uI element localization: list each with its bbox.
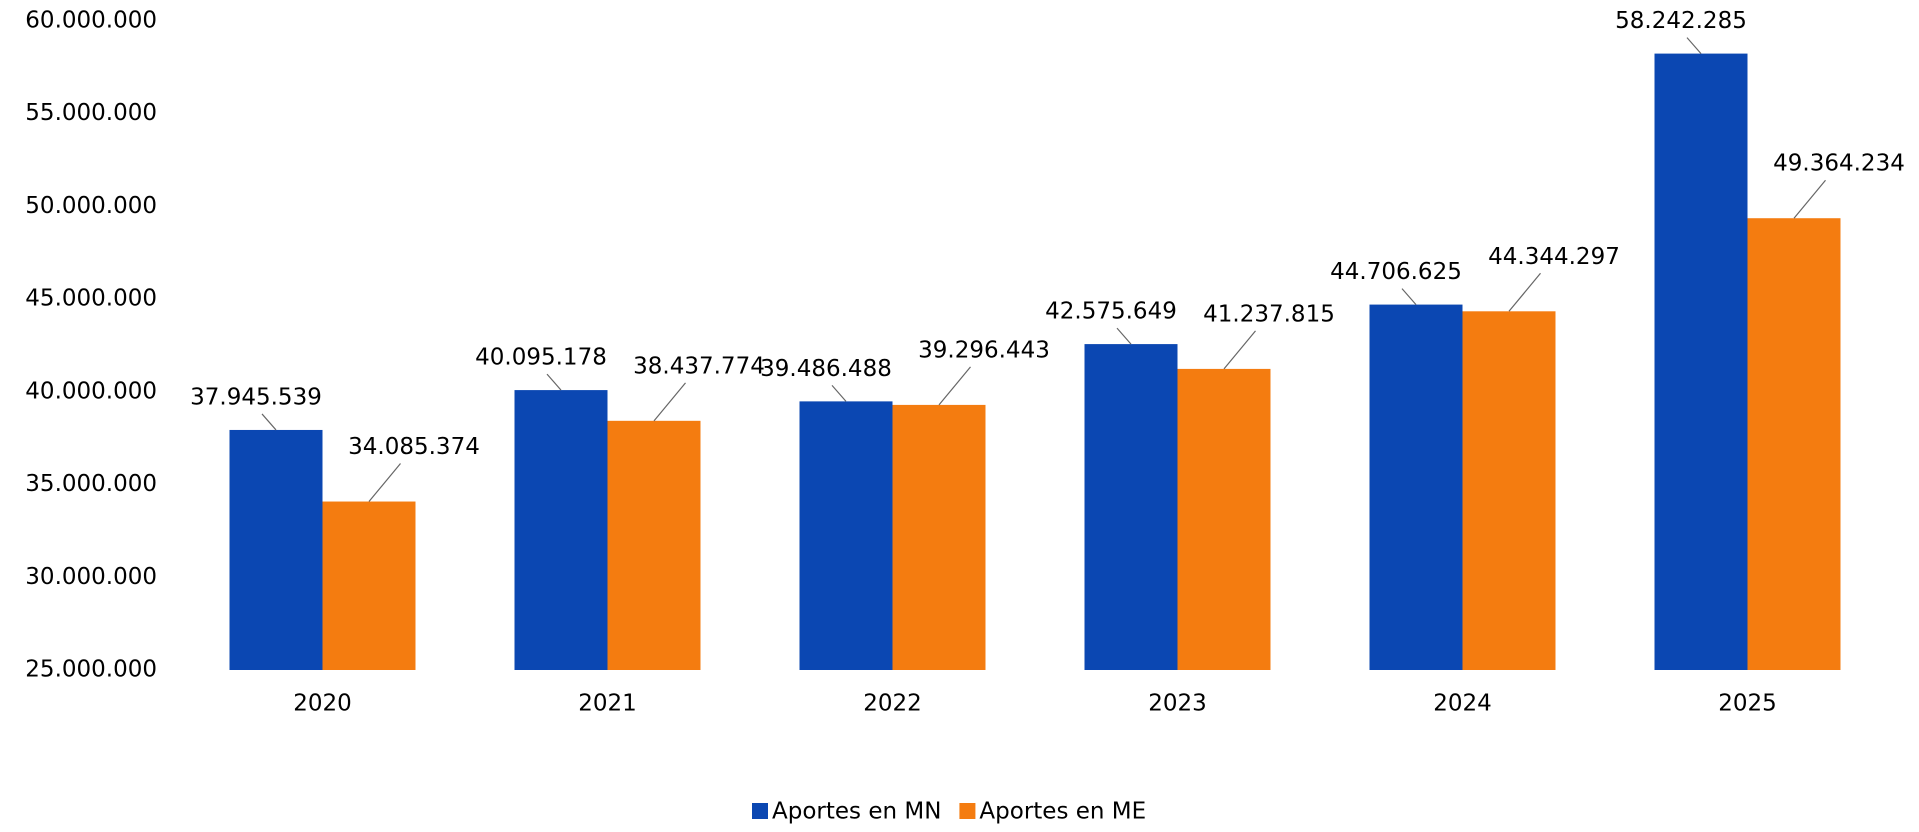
legend-label: Aportes en ME [979,799,1146,825]
leader-line [1686,37,1702,54]
data-label: 39.296.443 [918,337,1050,363]
legend-label: Aportes en MN [772,799,941,825]
leader-line [1116,327,1132,345]
y-tick-label: 55.000.000 [25,100,157,126]
leader-line [261,413,277,431]
data-label: 37.945.539 [190,384,322,410]
x-tick-label: 2025 [1718,691,1777,717]
bar [892,404,986,670]
y-tick-label: 60.000.000 [25,8,157,34]
x-tick-label: 2021 [578,691,637,717]
bar [229,429,323,670]
legend-swatch [752,803,768,819]
data-label: 39.486.488 [760,356,892,382]
bar [1084,344,1178,670]
bar [799,401,893,670]
leader-line [938,366,971,406]
y-tick-label: 30.000.000 [25,564,157,590]
y-tick-label: 35.000.000 [25,471,157,497]
leader-line [368,463,401,502]
data-label: 58.242.285 [1615,8,1747,34]
leader-line [1793,179,1826,219]
bar [322,501,416,670]
leader-line [831,384,847,402]
x-tick-label: 2022 [863,691,922,717]
data-label: 40.095.178 [475,345,607,371]
bar [1747,218,1841,671]
leader-line [1223,330,1256,370]
y-tick-label: 50.000.000 [25,193,157,219]
y-tick-label: 40.000.000 [25,378,157,404]
bar [1462,311,1556,670]
data-label: 42.575.649 [1045,299,1177,325]
data-label: 41.237.815 [1203,301,1335,327]
y-tick-label: 45.000.000 [25,286,157,312]
data-label: 34.085.374 [348,434,480,460]
bar [1654,53,1748,670]
bar [514,390,608,670]
data-label: 44.344.297 [1488,244,1620,270]
data-label: 49.364.234 [1773,151,1905,177]
data-label: 44.706.625 [1330,259,1462,285]
bar [607,420,701,670]
leader-line [1401,288,1417,305]
y-tick-label: 25.000.000 [25,657,157,683]
leader-line [546,373,562,391]
bar [1177,368,1271,670]
x-tick-label: 2024 [1433,691,1492,717]
x-tick-label: 2020 [293,691,352,717]
leader-line [1508,272,1541,312]
legend-swatch [959,803,976,819]
data-label: 38.437.774 [633,353,765,379]
x-tick-label: 2023 [1148,691,1207,717]
leader-line [653,382,686,422]
bar [1369,304,1463,670]
